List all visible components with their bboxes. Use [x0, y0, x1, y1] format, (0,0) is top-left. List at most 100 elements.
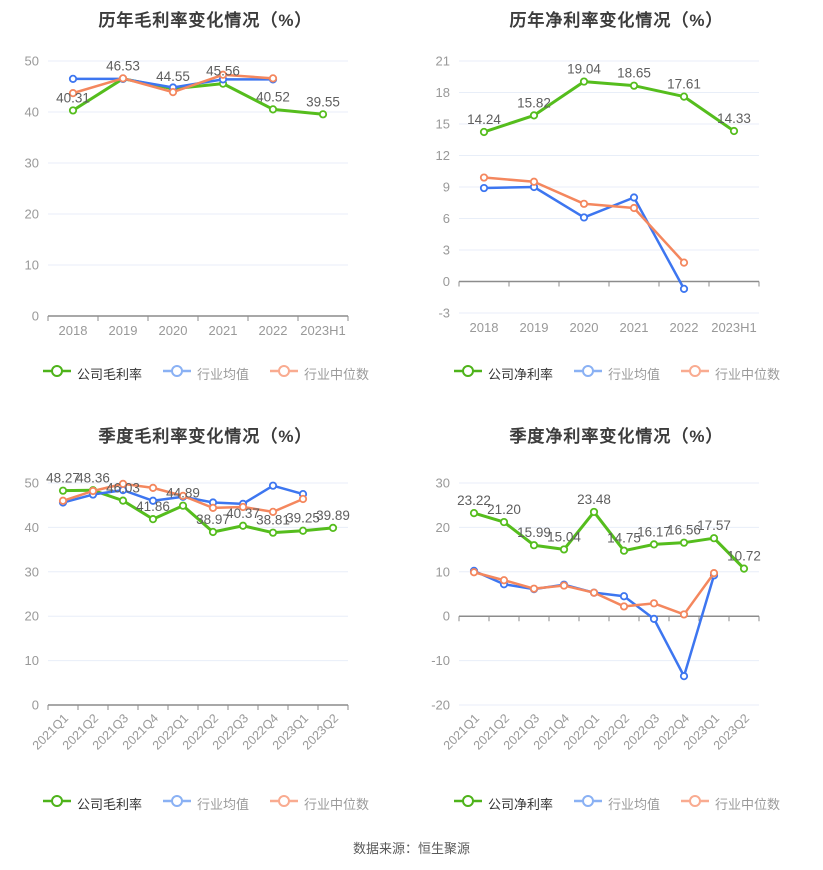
svg-text:21: 21 [436, 54, 450, 69]
legend-line-marker-icon [453, 364, 483, 383]
quarterly-net-margin-plot[interactable]: -20 -10 0 10 20 30 2021Q1 2021Q2 2021Q3 2021Q4 202… [411, 410, 822, 830]
legend-item-industry-median[interactable]: 行业中位数 [269, 364, 369, 383]
legend-line-marker-icon [162, 794, 192, 813]
legend: 公司毛利率 行业均值 行业中位数 [0, 364, 411, 383]
svg-text:16.56: 16.56 [667, 523, 701, 538]
svg-text:44.89: 44.89 [166, 486, 200, 501]
legend-label: 行业均值 [196, 797, 249, 812]
svg-text:23.48: 23.48 [577, 492, 611, 507]
svg-text:19.04: 19.04 [567, 62, 601, 77]
svg-text:15.04: 15.04 [547, 529, 581, 544]
svg-text:50: 50 [25, 54, 39, 69]
chart-title: 季度净利率变化情况（%） [509, 427, 724, 446]
svg-text:10: 10 [25, 258, 39, 273]
legend-item-industry-average[interactable]: 行业均值 [162, 794, 249, 813]
svg-text:3: 3 [443, 243, 450, 258]
legend-line-marker-icon [269, 794, 299, 813]
svg-text:50: 50 [25, 476, 39, 491]
legend-line-marker-icon [42, 794, 72, 813]
svg-text:39.89: 39.89 [316, 508, 350, 523]
legend: 公司毛利率 行业均值 行业中位数 [0, 794, 411, 813]
svg-text:2023H1: 2023H1 [711, 320, 757, 335]
svg-text:15.82: 15.82 [517, 95, 551, 110]
legend-item-industry-average[interactable]: 行业均值 [573, 364, 660, 383]
svg-text:17.57: 17.57 [697, 518, 731, 533]
chart-title: 季度毛利率变化情况（%） [98, 427, 313, 446]
svg-text:2019: 2019 [520, 320, 549, 335]
legend-label: 公司净利率 [487, 797, 553, 812]
svg-text:44.55: 44.55 [156, 69, 190, 84]
svg-text:23.22: 23.22 [457, 493, 491, 508]
svg-text:15: 15 [436, 117, 450, 132]
legend-line-marker-icon [573, 364, 603, 383]
legend-item-company-net-margin[interactable]: 公司净利率 [453, 794, 553, 813]
svg-text:30: 30 [25, 564, 39, 579]
legend-item-industry-median[interactable]: 行业中位数 [269, 794, 369, 813]
quarterly-net-margin-chart: 季度净利率变化情况（%） -20 -10 0 10 20 30 2021Q1 2021Q2 20… [411, 410, 822, 830]
legend-item-industry-average[interactable]: 行业均值 [162, 364, 249, 383]
legend-line-marker-icon [453, 794, 483, 813]
svg-text:45.56: 45.56 [206, 64, 240, 79]
legend-label: 行业中位数 [304, 797, 370, 812]
legend-item-industry-median[interactable]: 行业中位数 [680, 794, 780, 813]
legend-label: 行业均值 [607, 367, 660, 382]
svg-text:40.37: 40.37 [226, 506, 260, 521]
chart-title: 历年毛利率变化情况（%） [98, 11, 313, 30]
svg-text:2018: 2018 [470, 320, 499, 335]
svg-text:48.36: 48.36 [76, 470, 110, 485]
svg-text:30: 30 [25, 156, 39, 171]
svg-text:2021: 2021 [209, 323, 238, 338]
legend-label: 行业均值 [607, 797, 660, 812]
svg-text:17.61: 17.61 [667, 77, 701, 92]
svg-text:40: 40 [25, 105, 39, 120]
svg-text:10: 10 [436, 564, 450, 579]
svg-text:18.65: 18.65 [617, 66, 651, 81]
svg-text:2020: 2020 [570, 320, 599, 335]
chart-title: 历年净利率变化情况（%） [509, 11, 724, 30]
svg-text:10: 10 [25, 653, 39, 668]
svg-text:16.17: 16.17 [637, 524, 671, 539]
legend-line-marker-icon [573, 794, 603, 813]
quarterly-gross-margin-chart: 季度毛利率变化情况（%） 0 10 20 30 40 50 2021Q1 2021Q2 2021… [0, 410, 411, 830]
annual-gross-margin-plot[interactable]: 0 10 20 30 40 50 2018 2019 2020 2021 2022 2023H1 40.… [0, 0, 411, 410]
svg-text:39.55: 39.55 [306, 94, 340, 109]
svg-text:30: 30 [436, 476, 450, 491]
svg-text:10.72: 10.72 [727, 549, 761, 564]
svg-text:0: 0 [443, 274, 450, 289]
legend: 公司净利率 行业均值 行业中位数 [411, 794, 822, 813]
svg-text:-3: -3 [438, 306, 450, 321]
legend-label: 行业中位数 [304, 367, 370, 382]
legend-label: 公司净利率 [487, 367, 553, 382]
legend-line-marker-icon [42, 364, 72, 383]
svg-text:2023H1: 2023H1 [300, 323, 346, 338]
annual-gross-margin-chart: 历年毛利率变化情况（%） 0 10 20 30 40 50 2018 2019 2020 2021… [0, 0, 411, 410]
svg-text:2021: 2021 [620, 320, 649, 335]
svg-text:38.97: 38.97 [196, 512, 230, 527]
quarterly-gross-margin-plot[interactable]: 0 10 20 30 40 50 2021Q1 2021Q2 2021Q3 2021Q4 2022Q… [0, 410, 411, 830]
svg-text:48.27: 48.27 [46, 471, 80, 486]
legend-line-marker-icon [162, 364, 192, 383]
svg-text:2019: 2019 [109, 323, 138, 338]
svg-text:2022: 2022 [670, 320, 699, 335]
svg-text:2018: 2018 [59, 323, 88, 338]
svg-text:-10: -10 [431, 653, 450, 668]
legend-item-company-gross-margin[interactable]: 公司毛利率 [42, 364, 142, 383]
svg-text:39.25: 39.25 [286, 511, 320, 526]
svg-text:15.99: 15.99 [517, 525, 551, 540]
legend-item-company-gross-margin[interactable]: 公司毛利率 [42, 794, 142, 813]
data-source-footer: 数据来源：恒生聚源 [0, 830, 823, 870]
svg-text:0: 0 [443, 609, 450, 624]
svg-text:20: 20 [25, 207, 39, 222]
svg-text:2020: 2020 [159, 323, 188, 338]
svg-text:40.52: 40.52 [256, 89, 290, 104]
legend-line-marker-icon [680, 794, 710, 813]
legend-item-industry-median[interactable]: 行业中位数 [680, 364, 780, 383]
legend-item-company-net-margin[interactable]: 公司净利率 [453, 364, 553, 383]
annual-net-margin-plot[interactable]: -3 0 3 6 9 12 15 18 21 2018 2019 2020 2021 2022 2023H1… [411, 0, 822, 410]
legend-line-marker-icon [680, 364, 710, 383]
legend-line-marker-icon [269, 364, 299, 383]
legend-item-industry-average[interactable]: 行业均值 [573, 794, 660, 813]
legend-label: 行业均值 [196, 367, 249, 382]
svg-text:14.33: 14.33 [717, 111, 751, 126]
